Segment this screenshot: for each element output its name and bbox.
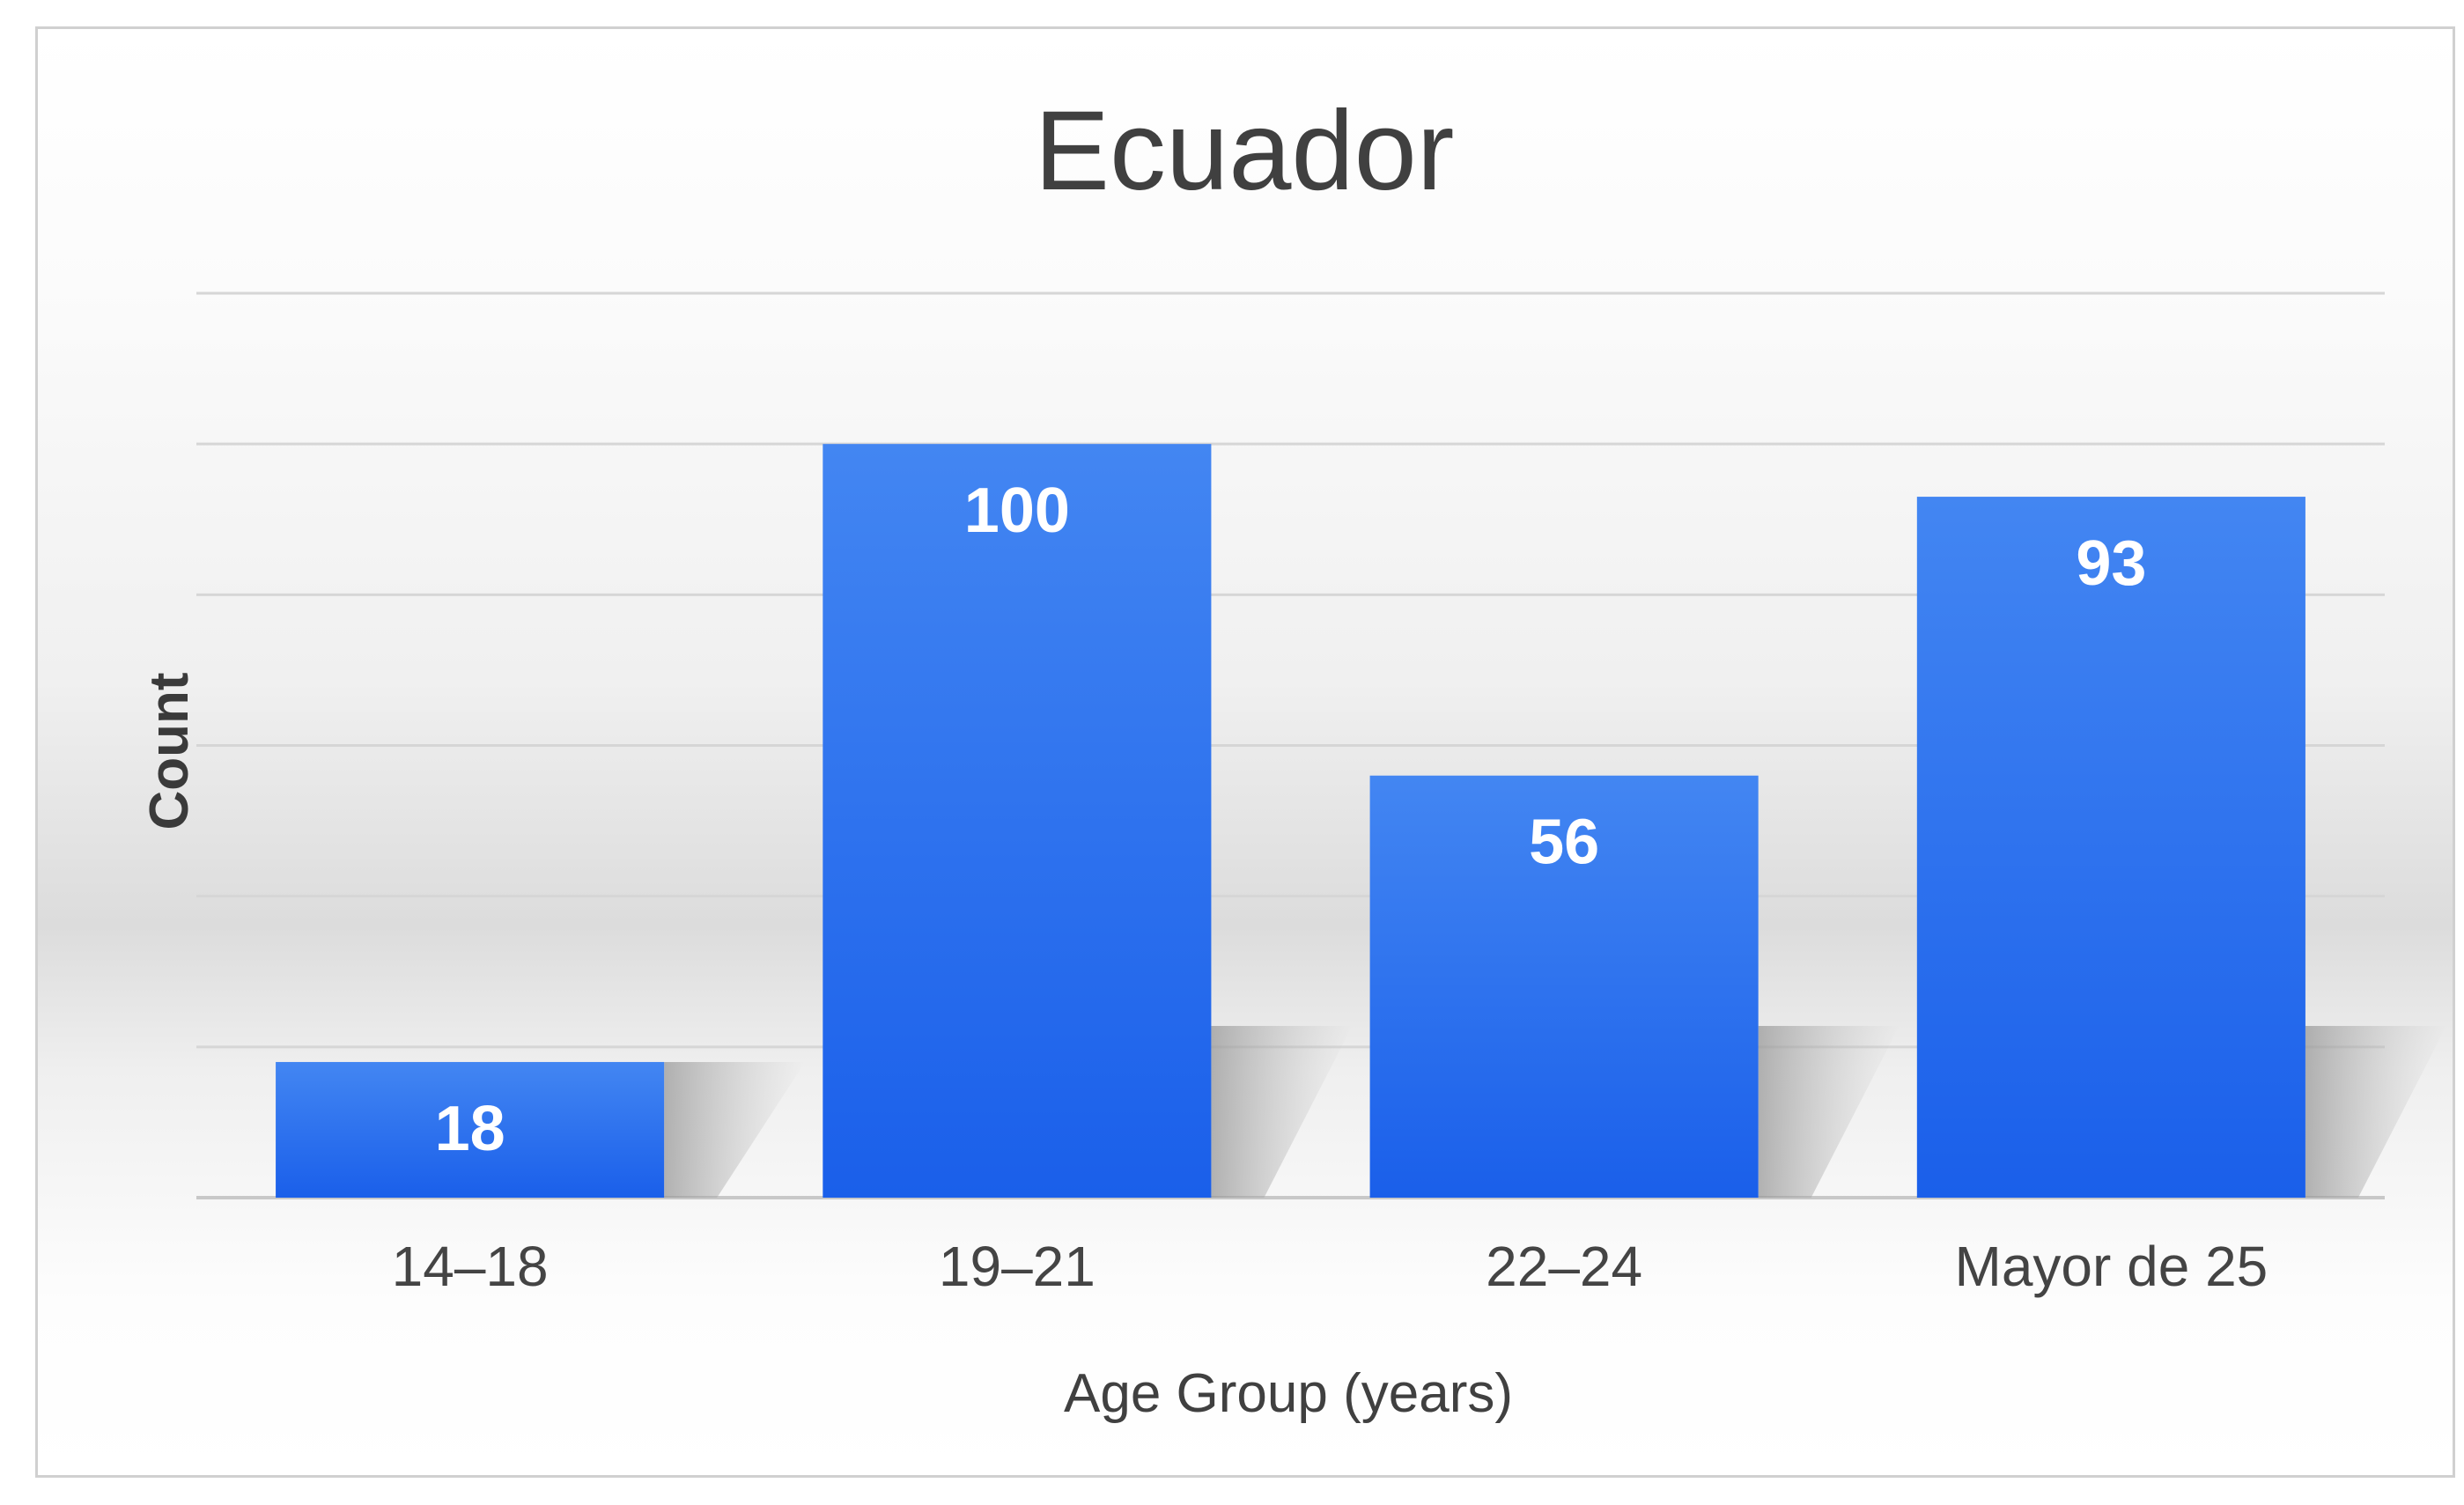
y-axis-title: Count [139, 672, 200, 830]
x-tick-label: 22–24 [1486, 1235, 1642, 1298]
bars [276, 444, 2305, 1199]
data-label: 100 [964, 476, 1070, 546]
bar-shadow [2305, 1026, 2446, 1198]
data-label: 18 [435, 1094, 505, 1164]
x-tick-label: Mayor de 25 [1955, 1235, 2269, 1298]
x-tick-label: 14–18 [392, 1235, 549, 1298]
bar-shadow [1211, 1026, 1353, 1198]
chart-title: Ecuador [1035, 88, 1455, 214]
bar-shadows [664, 1026, 2446, 1198]
chart-frame: 18 100 56 93 14–18 19–21 22–24 Mayor de 25 Ecu… [35, 26, 2455, 1478]
bar-3 [1369, 775, 1759, 1198]
bar-2 [823, 444, 1212, 1199]
x-tick-label: 19–21 [939, 1235, 1096, 1298]
bar-4 [1916, 497, 2305, 1198]
data-labels: 18 100 56 93 [435, 476, 2147, 1164]
bar-shadow [1758, 1026, 1900, 1198]
bar-1 [276, 1061, 665, 1198]
data-label: 56 [1529, 808, 1599, 878]
x-tick-labels: 14–18 19–21 22–24 Mayor de 25 [392, 1235, 2269, 1298]
data-label: 93 [2076, 528, 2146, 599]
x-axis-title: Age Group (years) [1064, 1363, 1513, 1424]
bar-chart: 18 100 56 93 14–18 19–21 22–24 Mayor de 25 Ecu… [38, 29, 2453, 1475]
bar-shadow [664, 1061, 806, 1198]
